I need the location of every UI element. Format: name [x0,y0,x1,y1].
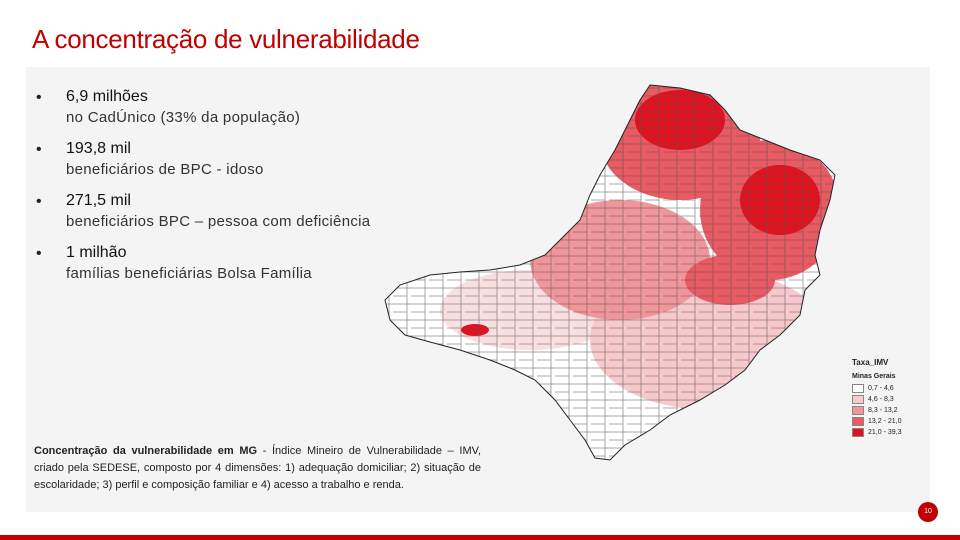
bullet-list: • 6,9 milhões no CadÚnico (33% da popula… [36,88,436,296]
legend-item: 13,2 - 21,0 [852,416,924,427]
legend-item: 8,3 - 13,2 [852,405,924,416]
legend-item: 21,0 - 39,3 [852,427,924,438]
legend-label: 13,2 - 21,0 [868,418,902,425]
bullet-sub: beneficiários BPC – pessoa com deficiênc… [66,213,371,230]
legend-swatch [852,406,864,415]
legend-subtitle: Minas Gerais [852,373,896,380]
bullet-sub: famílias beneficiárias Bolsa Família [66,265,312,282]
map-caption: Concentração da vulnerabilidade em MG - … [34,443,481,494]
legend-label: 8,3 - 13,2 [868,407,898,414]
bullet-dot-icon: • [36,89,42,106]
legend-item: 4,6 - 8,3 [852,394,924,405]
legend-label: 21,0 - 39,3 [868,429,902,436]
bullet-sub: beneficiários de BPC - idoso [66,161,264,178]
bullet-head: 193,8 mil [66,140,131,157]
legend-item: 0,7 - 4,6 [852,383,924,394]
bullet-sub: no CadÚnico (33% da população) [66,109,301,126]
page-number-badge: 10 [918,502,938,522]
bullet-head: 1 milhão [66,244,127,261]
caption-text: - Índice Mineiro de Vulnerabilidade – IM… [34,445,481,491]
bullet-item: • 6,9 milhões no CadÚnico (33% da popula… [36,88,436,126]
caption-bold: Concentração da vulnerabilidade em MG [34,445,258,457]
map-legend: Taxa_IMV Minas Gerais 0,7 - 4,6 4,6 - 8,3… [852,358,924,438]
legend-swatch [852,417,864,426]
bullet-item: • 193,8 mil beneficiários de BPC - idoso [36,140,436,178]
bullet-item: • 271,5 mil beneficiários BPC – pessoa c… [36,192,436,230]
minas-gerais-map [384,84,836,461]
bullet-dot-icon: • [36,245,42,262]
legend-swatch [852,395,864,404]
legend-title: Taxa_IMV [852,358,889,367]
bullet-head: 6,9 milhões [66,88,148,105]
legend-label: 0,7 - 4,6 [868,385,894,392]
bullet-dot-icon: • [36,193,42,210]
legend-swatch [852,428,864,437]
bullet-item: • 1 milhão famílias beneficiárias Bolsa … [36,244,436,282]
legend-swatch [852,384,864,393]
bottom-accent-bar [0,535,960,540]
bullet-dot-icon: • [36,141,42,158]
slide-title: A concentração de vulnerabilidade [32,24,420,54]
bullet-head: 271,5 mil [66,192,131,209]
legend-label: 4,6 - 8,3 [868,396,894,403]
